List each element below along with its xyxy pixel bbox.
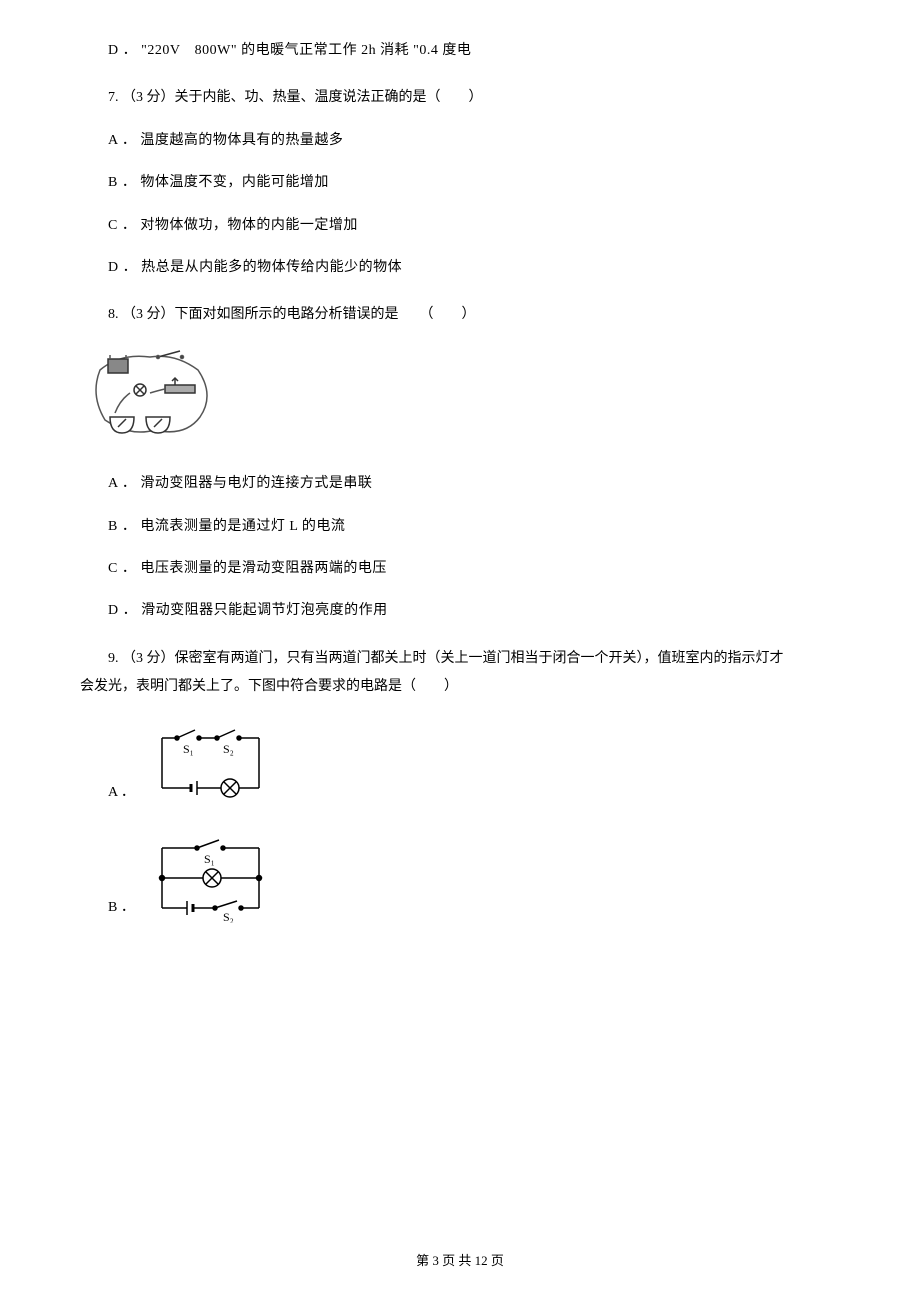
s1-label: S₁ bbox=[183, 742, 194, 756]
q9-option-b-row: B ． bbox=[108, 833, 840, 923]
q8-option-d: D ． 滑动变阻器只能起调节灯泡亮度的作用 bbox=[80, 600, 840, 622]
q7-option-b: B ． 物体温度不变，内能可能增加 bbox=[80, 172, 840, 194]
circuit-image-q8 bbox=[80, 345, 840, 453]
page-content: D ． "220V 800W" 的电暖气正常工作 2h 消耗 "0.4 度电 7… bbox=[80, 40, 840, 923]
question-9-line1: 9. （3 分）保密室有两道门，只有当两道门都关上时（关上一道门相当于闭合一个开… bbox=[80, 648, 840, 670]
question-8: 8. （3 分）下面对如图所示的电路分析错误的是 （ ） bbox=[80, 304, 840, 326]
q9-option-a-row: A ． bbox=[108, 723, 840, 808]
page-footer: 第 3 页 共 12 页 bbox=[0, 1251, 920, 1272]
q8-option-a: A ． 滑动变阻器与电灯的连接方式是串联 bbox=[80, 473, 840, 495]
q6-option-d: D ． "220V 800W" 的电暖气正常工作 2h 消耗 "0.4 度电 bbox=[80, 40, 840, 62]
q9-option-a-label: A ． bbox=[108, 782, 135, 808]
circuit-b-icon: S₁ S₂ bbox=[147, 833, 277, 923]
q7-option-c: C ． 对物体做功，物体的内能一定增加 bbox=[80, 215, 840, 237]
s2-label-b: S₂ bbox=[223, 910, 234, 923]
q9-option-b-label: B ． bbox=[108, 897, 135, 923]
question-9-line2: 会发光，表明门都关上了。下图中符合要求的电路是（ ） bbox=[80, 676, 840, 698]
q8-option-c: C ． 电压表测量的是滑动变阻器两端的电压 bbox=[80, 558, 840, 580]
q8-option-b: B ． 电流表测量的是通过灯 L 的电流 bbox=[80, 516, 840, 538]
question-7: 7. （3 分）关于内能、功、热量、温度说法正确的是（ ） bbox=[80, 87, 840, 109]
page-number: 第 3 页 共 12 页 bbox=[416, 1253, 504, 1268]
q7-option-d: D ． 热总是从内能多的物体传给内能少的物体 bbox=[80, 257, 840, 279]
q7-option-a: A ． 温度越高的物体具有的热量越多 bbox=[80, 130, 840, 152]
circuit-a-icon: S₁ S₂ bbox=[147, 723, 277, 808]
s2-label: S₂ bbox=[223, 742, 234, 756]
s1-label-b: S₁ bbox=[204, 852, 215, 866]
